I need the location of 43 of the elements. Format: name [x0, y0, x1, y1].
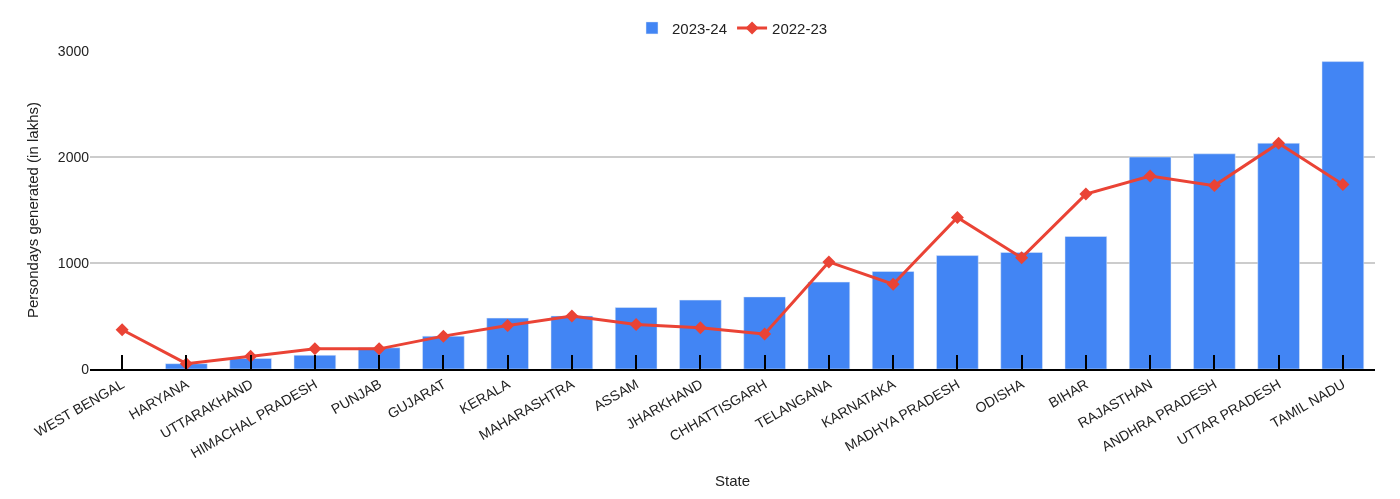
point	[886, 277, 900, 291]
point	[1015, 251, 1029, 265]
point	[501, 319, 515, 333]
bar	[1000, 252, 1043, 369]
legend-label: 2023-24	[672, 19, 728, 37]
y-axis-title: Persondays generated (in lakhs)	[24, 102, 42, 318]
bar	[936, 255, 979, 369]
bar	[614, 307, 658, 369]
point	[565, 309, 579, 323]
y-tick-label: 0	[81, 360, 90, 377]
bar	[550, 315, 594, 369]
point	[1272, 136, 1286, 150]
bar	[422, 335, 465, 369]
point	[436, 329, 450, 343]
bar	[1257, 142, 1300, 369]
point	[1079, 187, 1093, 201]
bar	[1193, 153, 1236, 369]
point	[693, 321, 707, 335]
y-tick-label: 3000	[57, 42, 90, 59]
x-axis-title: State	[714, 471, 751, 489]
point	[1207, 179, 1221, 193]
legend-label: 2022-23	[772, 19, 828, 37]
bar	[807, 281, 851, 369]
point	[1336, 178, 1350, 192]
bar	[229, 358, 272, 369]
point	[758, 327, 772, 341]
y-tick-label: 2000	[57, 148, 90, 165]
point	[308, 342, 322, 356]
bar	[871, 271, 915, 369]
y-tick-label: 1000	[57, 254, 90, 271]
point	[115, 323, 129, 337]
bar	[743, 296, 786, 369]
point	[1143, 169, 1157, 183]
bar	[486, 317, 529, 369]
point	[372, 342, 386, 356]
bar	[293, 354, 337, 369]
point	[950, 210, 964, 224]
bar	[1321, 61, 1365, 369]
bar	[1128, 156, 1172, 369]
bar	[1064, 236, 1108, 369]
bar	[679, 299, 722, 369]
point	[629, 317, 643, 331]
point	[822, 255, 836, 269]
